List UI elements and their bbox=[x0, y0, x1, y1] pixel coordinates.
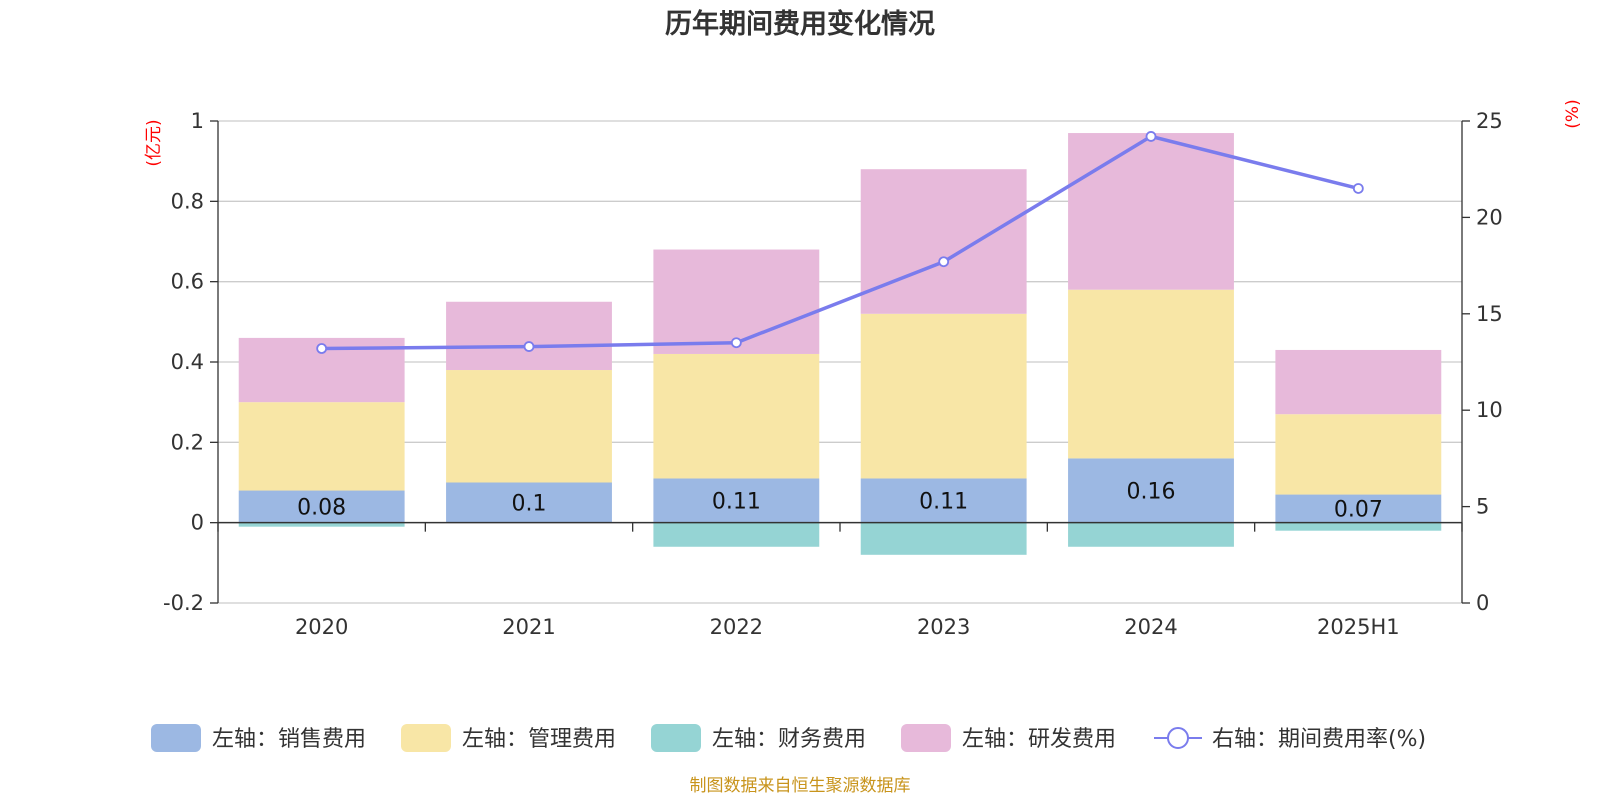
x-axis-tick-label: 2022 bbox=[710, 615, 763, 639]
bar-segment bbox=[1068, 522, 1234, 547]
bar-data-label: 0.16 bbox=[1127, 480, 1176, 505]
bar-segment bbox=[446, 482, 612, 523]
bar-segment bbox=[238, 490, 405, 523]
rate-point bbox=[730, 337, 742, 349]
x-axis-tick-label: 2023 bbox=[917, 615, 970, 639]
bar-segment bbox=[1275, 349, 1442, 415]
bar-segment bbox=[1275, 494, 1442, 523]
legend-swatch bbox=[901, 724, 951, 752]
bar-segment bbox=[446, 301, 612, 371]
bar-segment bbox=[653, 353, 820, 479]
left-axis-tick-label: 0.6 bbox=[171, 270, 204, 294]
axes: 1 0.8 0.6 0.4 0.2 0 -0.2 25 20 15 10 5 0 2020 2021 2022… bbox=[163, 109, 1503, 639]
x-axis-tick-label: 2021 bbox=[502, 615, 555, 639]
right-axis-tick-label: 20 bbox=[1476, 205, 1503, 229]
legend-item[interactable]: 左轴：研发费用 bbox=[901, 724, 1116, 752]
bar-data-label: 0.11 bbox=[919, 490, 968, 515]
bar-segment bbox=[1275, 414, 1442, 495]
right-axis-tick-label: 5 bbox=[1476, 495, 1489, 519]
right-axis-unit: (%) bbox=[1563, 99, 1583, 128]
x-axis-tick-label: 2020 bbox=[295, 615, 348, 639]
bar-segment bbox=[653, 249, 820, 354]
source-note: 制图数据来自恒生聚源数据库 bbox=[690, 776, 911, 796]
left-axis-unit: (亿元) bbox=[144, 119, 164, 166]
x-axis-tick-label: 2024 bbox=[1124, 615, 1177, 639]
legend-label: 左轴：销售费用 bbox=[212, 727, 366, 752]
bar-labels: 0.08 0.1 0.11 0.11 0.16 0.07 bbox=[297, 480, 1383, 523]
bar-segment bbox=[860, 169, 1027, 314]
bar-data-label: 0.11 bbox=[712, 490, 761, 515]
left-axis-tick-label: 0.2 bbox=[171, 430, 204, 454]
right-axis-tick-label: 25 bbox=[1476, 109, 1503, 133]
line-series bbox=[316, 131, 1364, 354]
bar-segment bbox=[860, 522, 1027, 555]
right-axis-tick-label: 0 bbox=[1476, 591, 1489, 615]
legend-item[interactable]: 左轴：财务费用 bbox=[651, 724, 866, 752]
bar-segment bbox=[860, 313, 1027, 479]
bar-data-label: 0.07 bbox=[1334, 498, 1383, 523]
rate-line bbox=[321, 134, 1359, 351]
gridlines bbox=[218, 120, 1462, 604]
legend-item[interactable]: 左轴：管理费用 bbox=[401, 724, 616, 752]
rate-point bbox=[1145, 131, 1157, 142]
left-axis-tick-label: 0.8 bbox=[171, 189, 204, 213]
rate-point bbox=[316, 343, 328, 354]
bar-data-label: 0.1 bbox=[512, 492, 547, 517]
x-axis-tick-label: 2025H1 bbox=[1317, 615, 1400, 639]
legend-swatch bbox=[401, 724, 451, 752]
legend-item[interactable]: 右轴：期间费用率(%) bbox=[1154, 727, 1426, 752]
legend-label: 左轴：管理费用 bbox=[462, 727, 616, 752]
chart-title: 历年期间费用变化情况 bbox=[665, 8, 935, 40]
bar-data-label: 0.08 bbox=[297, 496, 346, 521]
bar-segment bbox=[1068, 289, 1234, 459]
bar-segment bbox=[653, 522, 820, 547]
right-axis-tick-label: 15 bbox=[1476, 302, 1503, 326]
left-axis-tick-label: -0.2 bbox=[163, 591, 204, 615]
legend-label: 右轴：期间费用率(%) bbox=[1212, 727, 1426, 752]
legend-item[interactable]: 左轴：销售费用 bbox=[151, 724, 366, 752]
legend-marker bbox=[1167, 727, 1189, 749]
bar-segment bbox=[1275, 522, 1442, 531]
bar-segment bbox=[1068, 458, 1234, 523]
bar-segment bbox=[238, 522, 405, 527]
bar-segment bbox=[653, 478, 820, 523]
legend: 左轴：销售费用 左轴：管理费用 左轴：财务费用 左轴：研发费用 右轴：期间费用率(%) bbox=[151, 724, 1426, 752]
bar-segment bbox=[860, 478, 1027, 523]
bar-segment bbox=[446, 370, 612, 483]
rate-point bbox=[938, 256, 950, 268]
bars bbox=[238, 133, 1442, 555]
legend-label: 左轴：研发费用 bbox=[962, 727, 1116, 752]
rate-point bbox=[1352, 183, 1364, 194]
right-axis-tick-label: 10 bbox=[1476, 398, 1503, 422]
left-axis-tick-label: 0.4 bbox=[171, 350, 204, 374]
left-axis-tick-label: 1 bbox=[191, 109, 204, 133]
legend-label: 左轴：财务费用 bbox=[712, 727, 866, 752]
bar-segment bbox=[238, 402, 405, 491]
rate-point bbox=[523, 341, 535, 352]
bar-segment bbox=[1068, 133, 1234, 290]
legend-swatch bbox=[151, 724, 201, 752]
legend-swatch bbox=[651, 724, 701, 752]
left-axis-tick-label: 0 bbox=[191, 511, 204, 535]
